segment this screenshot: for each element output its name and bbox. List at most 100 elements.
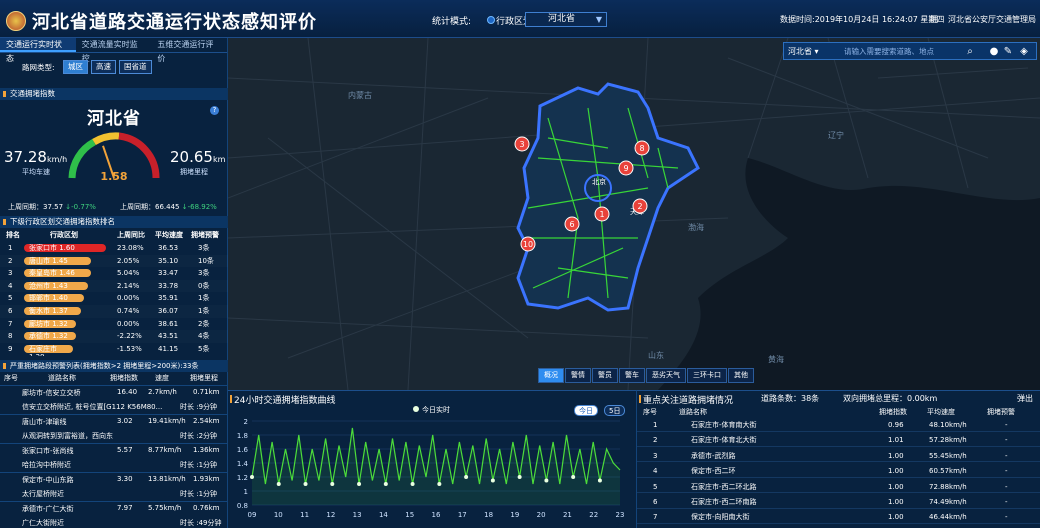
chip-weather[interactable]: 恶劣天气 [646, 368, 686, 383]
x-tick-label: 19 [510, 511, 519, 519]
chip-vehicles[interactable]: 警车 [619, 368, 645, 383]
rank-row[interactable]: 4 沧州市 1.43 2.14% 33.78 0条 [0, 280, 228, 293]
map-marker-10[interactable]: 10 [520, 236, 536, 252]
rank-header-rank: 排名 [6, 231, 20, 239]
jam-list-item[interactable]: 保定市-中山东路 3.30 13.81km/h 1.93km 太行屋桥附近 时长 :1分钟 [0, 472, 228, 503]
jam-list-item[interactable]: 廊坊市-信安立交桥 16.40 2.7km/h 0.71km 信安立交桥附近, 桩号位置… [0, 385, 228, 416]
map-marker-3[interactable]: 3 [514, 136, 530, 152]
jam-road: 保定市-中山东路 [22, 476, 74, 484]
focus-popup[interactable]: 弹出 [1017, 394, 1033, 403]
rank-header-region: 行政区划 [50, 231, 78, 239]
jam-location: 广仁大街附近 [22, 519, 64, 527]
rank-speed: 33.47 [158, 269, 179, 278]
series-point[interactable] [464, 475, 469, 479]
jam-location: 信安立交桥附近, 桩号位置[G112 K56M80... [22, 403, 163, 411]
focus-row[interactable]: 6 石家庄市-西二环南路 1.00 74.49km/h - [637, 496, 1040, 509]
jam-speed: 13.81km/h [148, 475, 186, 483]
jam-km-unit: km [212, 155, 226, 164]
layers-icon[interactable]: ◈ [1020, 46, 1028, 57]
chip-alerts[interactable]: 警情 [565, 368, 591, 383]
tab-five-dim-eval[interactable]: 五维交通运行评价 [157, 40, 214, 63]
jam-road: 承德市-广仁大街 [22, 505, 74, 513]
map-marker-8[interactable]: 8 [634, 140, 650, 156]
jam-list-item[interactable]: 承德市-广仁大街 7.97 5.75km/h 0.76km 广仁大街附近 时长 :49分钟 [0, 501, 228, 528]
focus-speed: 74.49km/h [929, 498, 967, 506]
series-point[interactable] [383, 482, 388, 486]
compare-speed-label: 上周同期：37.57 [8, 203, 64, 211]
title-wrap: 河北省道路交通运行状态感知评价 [6, 8, 317, 34]
rank-number: 6 [8, 307, 13, 315]
rank-row[interactable]: 5 邯郸市 1.40 0.00% 35.91 1条 [0, 292, 228, 305]
focus-header-row: 序号 道路名称 拥堵指数 平均速度 拥堵预警 [637, 406, 1040, 419]
region-select[interactable]: 河北省 ▼ [525, 12, 607, 27]
curve-today-button[interactable]: 今日 [574, 405, 598, 416]
curve-title: 24小时交通拥堵指数曲线 [229, 393, 335, 406]
jam-duration: 时长 :2分钟 [180, 432, 218, 440]
province-name: 河北省 [87, 109, 141, 129]
map-label-beijing: 北京 [592, 177, 606, 186]
focus-no: 5 [653, 482, 658, 491]
focus-row[interactable]: 2 石家庄市-体育北大街 1.01 57.28km/h - [637, 434, 1040, 447]
focus-row[interactable]: 7 保定市-向阳南大街 1.00 46.44km/h - [637, 511, 1040, 524]
jam-road: 张家口市-张尚线 [22, 447, 74, 455]
search-region[interactable]: 河北省 ▾ [788, 47, 819, 56]
series-point[interactable] [490, 478, 495, 483]
admin-region-radio[interactable] [487, 16, 495, 24]
map-marker-1[interactable]: 1 [594, 206, 610, 222]
rank-warn: 1条 [198, 294, 210, 303]
user-icon[interactable]: ● [989, 46, 999, 57]
focus-no: 6 [653, 498, 658, 506]
series-point[interactable] [517, 475, 522, 479]
series-point[interactable] [597, 478, 602, 483]
series-point[interactable] [544, 478, 549, 483]
rank-row[interactable]: 2 唐山市 1.45 2.05% 35.10 10条 [0, 255, 228, 268]
series-point[interactable] [250, 475, 254, 479]
y-tick-label: 1.2 [237, 474, 248, 482]
chip-checkpoints[interactable]: 三环卡口 [687, 368, 727, 383]
series-point[interactable] [437, 482, 442, 486]
jam-duration: 时长 :9分钟 [180, 403, 218, 411]
series-point[interactable] [357, 482, 362, 486]
focus-row[interactable]: 3 承德市-武烈路 1.00 55.45km/h - [637, 450, 1040, 463]
rank-row[interactable]: 1 张家口市 1.60 23.08% 36.53 3条 [0, 242, 228, 255]
map-marker-9[interactable]: 9 [618, 160, 634, 176]
focus-row[interactable]: 1 石家庄市-体育南大街 0.96 48.10km/h - [637, 419, 1040, 432]
road-type-highway-button[interactable]: 高速 [91, 60, 116, 74]
rank-speed: 35.91 [158, 294, 179, 303]
pin-icon[interactable]: ✎ [1003, 46, 1013, 57]
curve-5day-button[interactable]: 5日 [604, 405, 626, 416]
tab-realtime-status[interactable]: 交通运行实时状态 [0, 38, 76, 63]
rank-number: 3 [8, 269, 13, 278]
focus-row[interactable]: 4 保定市-西二环 1.00 60.57km/h - [637, 465, 1040, 478]
chip-overview[interactable]: 概况 [538, 368, 564, 383]
tab-flow-monitor[interactable]: 交通流量实时监控 [81, 40, 138, 63]
svg-text:2: 2 [637, 202, 642, 211]
focus-speed: 48.10km/h [929, 421, 967, 429]
rank-row[interactable]: 8 承德市 1.32 -2.22% 43.51 4条 [0, 330, 228, 343]
series-point[interactable] [571, 475, 576, 479]
map-search-input[interactable] [844, 45, 964, 57]
rank-row[interactable]: 7 廊坊市 1.32 0.00% 38.61 2条 [0, 318, 228, 331]
map-marker-6[interactable]: 6 [564, 216, 580, 232]
map-marker-2[interactable]: 2 [632, 198, 648, 214]
focus-row[interactable]: 5 石家庄市-西二环北路 1.00 72.88km/h - [637, 481, 1040, 494]
jam-list-item[interactable]: 唐山市-津瑜线 3.02 19.41km/h 2.54km 从观洞转到到富裕道，西向东 时… [0, 414, 228, 445]
road-type-national-button[interactable]: 国省道 [119, 60, 152, 74]
chip-officers[interactable]: 警员 [592, 368, 618, 383]
help-icon[interactable]: ? [210, 106, 219, 115]
rank-row[interactable]: 6 衡水市 1.37 0.74% 36.07 1条 [0, 305, 228, 318]
rank-warn: 3条 [198, 244, 210, 252]
road-type-urban-button[interactable]: 城区 [63, 60, 88, 74]
search-icon[interactable]: ⌕ [967, 46, 973, 57]
rank-row[interactable]: 9 石家庄市 1.29 -1.53% 41.15 5条 [0, 343, 228, 356]
admin-region-radio-label[interactable]: 行政区划 [496, 17, 533, 27]
series-point[interactable] [410, 482, 415, 486]
series-point[interactable] [276, 482, 281, 486]
series-point[interactable] [303, 482, 308, 486]
rank-row[interactable]: 3 秦皇岛市 1.46 5.04% 33.47 3条 [0, 267, 228, 280]
jam-list-item[interactable]: 张家口市-张尚线 5.57 8.77km/h 1.36km 哈拉沟中桥附近 时长 :1分钟 [0, 443, 228, 474]
series-point[interactable] [330, 482, 335, 486]
map-view[interactable]: 北京 天津 渤海 黄海 山东 辽宁 内蒙古 1 2 3 6 8 9 10 河北省… [228, 38, 1040, 390]
focus-speed: 72.88km/h [929, 482, 967, 491]
chip-other[interactable]: 其他 [728, 368, 754, 383]
